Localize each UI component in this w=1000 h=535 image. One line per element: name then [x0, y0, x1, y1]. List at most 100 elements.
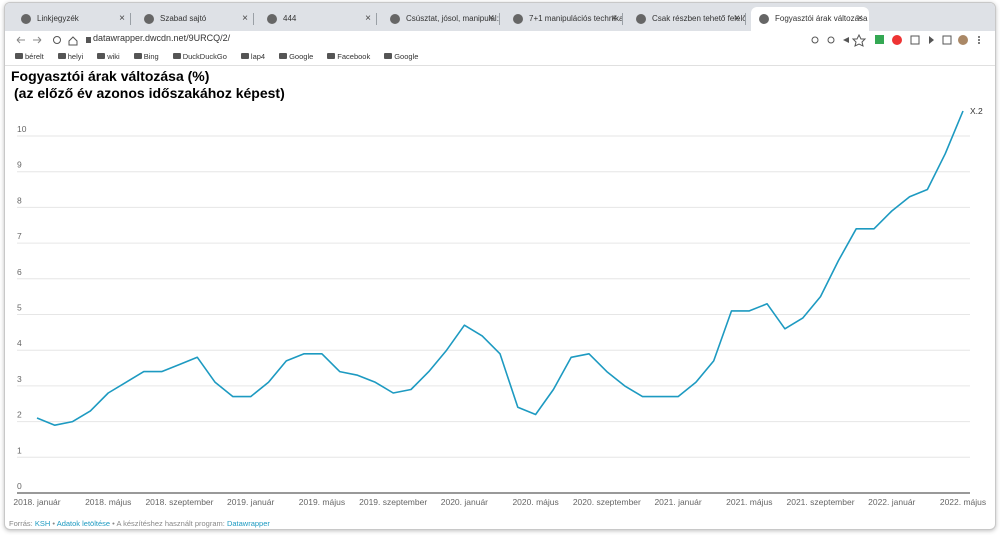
- bookmark[interactable]: Google: [279, 52, 313, 61]
- y-tick-label: 7: [17, 231, 22, 241]
- tab[interactable]: Fogyasztói árak változása (%×: [751, 7, 869, 31]
- bookmark-icon: [327, 53, 336, 59]
- toolbar-icons[interactable]: [807, 31, 987, 49]
- y-tick-label: 9: [17, 160, 22, 170]
- x-tick-label: 2019. január: [227, 497, 274, 507]
- bookmark-label: helyi: [67, 52, 84, 61]
- source-label: Forrás:: [9, 519, 33, 528]
- tab-icon: [513, 14, 523, 24]
- tab-close[interactable]: ×: [857, 13, 863, 24]
- separator: •: [52, 519, 56, 528]
- chart-heading: Fogyasztói árak változása (%) (az előző …: [11, 68, 285, 102]
- tab-title: Csúsztat, jósol, manipulál: m: [406, 14, 500, 23]
- tab[interactable]: Csúsztat, jósol, manipulál: m ×: [382, 7, 500, 31]
- download-link[interactable]: Adatok letöltése: [56, 519, 111, 528]
- tab-title: 7+1 manipulációs technika a: [529, 14, 623, 23]
- tab-separator: [253, 13, 254, 25]
- address-bar: datawrapper.dwcdn.net/9URCQ/2/: [5, 31, 995, 49]
- tab[interactable]: 7+1 manipulációs technika a ×: [505, 7, 623, 31]
- tab-separator: [745, 13, 746, 25]
- tab-separator: [130, 13, 131, 25]
- y-tick-label: 10: [17, 124, 27, 134]
- bookmark-label: lap4: [250, 52, 266, 61]
- tab-icon: [267, 14, 277, 24]
- bookmark-icon: [172, 53, 181, 59]
- x-tick-label: 2021. január: [654, 497, 701, 507]
- tab-close[interactable]: ×: [611, 13, 617, 24]
- y-tick-label: 1: [17, 445, 22, 455]
- x-tick-label: 2020. május: [512, 497, 558, 507]
- x-tick-label: 2021. szeptember: [787, 497, 855, 507]
- bookmark[interactable]: Bing: [133, 52, 159, 61]
- bookmark[interactable]: wiki: [97, 52, 120, 61]
- tab-title: Linkjegyzék: [37, 14, 79, 23]
- bookmark-label: Facebook: [337, 52, 371, 61]
- bookmark[interactable]: bérelt: [15, 52, 44, 61]
- source-link[interactable]: KSH: [34, 519, 51, 528]
- bookmark[interactable]: lap4: [240, 52, 266, 61]
- x-tick-label: 2018. január: [13, 497, 60, 507]
- tab-title: 444: [283, 14, 297, 23]
- bookmark-icon: [240, 53, 249, 59]
- x-tick-label: 2019. május: [299, 497, 345, 507]
- bookmark-label: wiki: [107, 52, 120, 61]
- x-tick-label: 2018. szeptember: [145, 497, 213, 507]
- y-tick-label: 5: [17, 302, 22, 312]
- tab[interactable]: Linkjegyzék ×: [13, 7, 131, 31]
- x-tick-label: 2022. május: [940, 497, 986, 507]
- chart: 0 1 2 3 4 5 6 7 8 9 10 2018. január 2018. május 2018.…: [13, 106, 986, 507]
- bookmark-icon: [279, 53, 288, 59]
- tab-title: Csak részben tehető felelőss: [652, 14, 746, 23]
- bookmark-icon: [57, 53, 66, 59]
- bookmarks-bar: bérelt helyi wiki Bing DuckDuckGo lap4 Google F…: [5, 49, 995, 66]
- x-tick-label: 2020. szeptember: [573, 497, 641, 507]
- bookmark[interactable]: Facebook: [327, 52, 370, 61]
- bookmark[interactable]: DuckDuckGo: [172, 52, 227, 61]
- y-tick-label: 6: [17, 267, 22, 277]
- url[interactable]: datawrapper.dwcdn.net/9URCQ/2/: [93, 33, 231, 43]
- tab-close[interactable]: ×: [488, 13, 494, 24]
- tab-separator: [622, 13, 623, 25]
- x-tick-label: 2020. január: [441, 497, 488, 507]
- chart-subtitle: (az előző év azonos időszakához képest): [14, 85, 285, 101]
- bookmark-label: Bing: [143, 52, 159, 61]
- y-tick-label: 3: [17, 374, 22, 384]
- end-annotation: X.2: [970, 106, 983, 116]
- tab-separator: [499, 13, 500, 25]
- tab-close[interactable]: ×: [365, 13, 371, 24]
- tab-separator: [376, 13, 377, 25]
- bookmark[interactable]: Google: [384, 52, 418, 61]
- browser-window: Linkjegyzék × Szabad sajtó × 444 × Csúsztat, j…: [4, 2, 996, 530]
- tab[interactable]: Csak részben tehető felelőss ×: [628, 7, 746, 31]
- bookmark[interactable]: helyi: [57, 52, 84, 61]
- separator: •: [112, 519, 115, 528]
- chart-title: Fogyasztói árak változása (%): [11, 68, 210, 84]
- bookmark-label: Google: [394, 52, 419, 61]
- tab-close[interactable]: ×: [734, 13, 740, 24]
- tab-title: Fogyasztói árak változása (%: [775, 14, 869, 23]
- x-tick-label: 2018. május: [85, 497, 131, 507]
- bookmark-label: Google: [289, 52, 314, 61]
- tab-icon: [759, 14, 769, 24]
- bookmark-icon: [15, 53, 23, 59]
- tab-icon: [21, 14, 31, 24]
- tab-close[interactable]: ×: [119, 13, 125, 24]
- x-tick-label: 2019. szeptember: [359, 497, 427, 507]
- bookmark-icon: [384, 53, 393, 59]
- footer: Forrás: KSH • Adatok letöltése • A készí…: [9, 519, 270, 528]
- x-tick-label: 2022. január: [868, 497, 915, 507]
- nav-buttons[interactable]: [13, 31, 93, 49]
- tab-close[interactable]: ×: [242, 13, 248, 24]
- y-tick-label: 0: [17, 481, 22, 491]
- bookmark-icon: [133, 53, 142, 59]
- tab-icon: [390, 14, 400, 24]
- y-tick-label: 4: [17, 338, 22, 348]
- tool-link[interactable]: Datawrapper: [226, 519, 270, 528]
- y-tick-label: 2: [17, 410, 22, 420]
- x-tick-label: 2021. május: [726, 497, 772, 507]
- tab[interactable]: 444 ×: [259, 7, 377, 31]
- tab[interactable]: Szabad sajtó ×: [136, 7, 254, 31]
- tab-bar: Linkjegyzék × Szabad sajtó × 444 × Csúsztat, j…: [5, 3, 995, 31]
- tab-icon: [144, 14, 154, 24]
- tool-label: A készítéshez használt program:: [116, 519, 225, 528]
